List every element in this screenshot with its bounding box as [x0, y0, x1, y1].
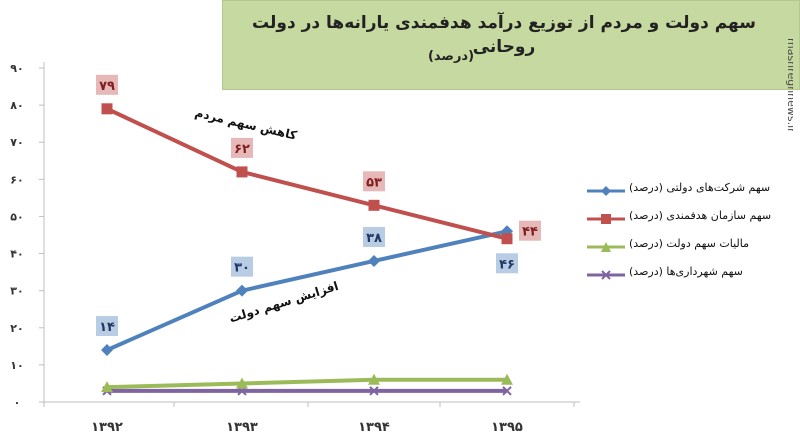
y-tick-label: ۰ [14, 396, 21, 409]
data-label: ۵۳ [366, 175, 382, 190]
data-point [236, 377, 248, 389]
y-tick-label: ۴۰ [10, 248, 23, 261]
series-line [106, 107, 508, 241]
legend-swatch [587, 214, 625, 224]
data-point [236, 284, 248, 297]
data-label-box [519, 220, 541, 241]
data-point [101, 344, 113, 357]
series-line [106, 229, 508, 352]
data-label-box [231, 137, 253, 158]
series-line [106, 377, 507, 390]
data-point [368, 199, 380, 211]
data-label-box [96, 316, 118, 337]
legend-item: سهم شرکت‌های دولتی (درصد) [585, 178, 785, 206]
data-label: ۳۸ [366, 231, 382, 246]
data-point [236, 166, 248, 178]
legend-item: مالیات سهم دولت (درصد) [585, 234, 785, 262]
legend-label: سهم سازمان هدفمندی (درصد) [629, 209, 772, 222]
legend-swatch [587, 186, 625, 196]
data-label-box [363, 226, 385, 247]
data-point [369, 386, 379, 396]
title-box: سهم دولت و مردم از توزیع درآمد هدفمندی ی… [222, 0, 800, 90]
annotation-text: افزایش سهم دولت [228, 279, 341, 326]
x-tick-label: ۱۳۹۴ [358, 420, 390, 435]
data-label-box [231, 256, 253, 277]
data-label: ۷۹ [99, 79, 115, 94]
data-point [368, 254, 380, 267]
y-tick-label: ۵۰ [10, 210, 23, 223]
chart-subtitle: (درصد) [427, 49, 475, 64]
data-label-box [363, 171, 385, 192]
x-tick-label: ۱۳۹۵ [491, 420, 523, 435]
data-point [501, 233, 513, 245]
data-label-box [496, 253, 518, 274]
y-tick-label: ۲۰ [10, 322, 23, 335]
data-label: ۴۴ [522, 225, 538, 240]
data-label: ۱۴ [99, 320, 115, 335]
data-label-box [96, 74, 118, 95]
legend-swatch [587, 242, 625, 252]
legend-item: سهم سازمان هدفمندی (درصد) [585, 206, 785, 234]
chart-title: سهم دولت و مردم از توزیع درآمد هدفمندی ی… [252, 13, 756, 57]
data-point [101, 381, 113, 393]
annotation-text: کاهش سهم مردم [193, 106, 298, 144]
y-tick-label: ۸۰ [10, 99, 23, 112]
data-point [502, 386, 512, 396]
legend-label: سهم شرکت‌های دولتی (درصد) [629, 181, 771, 194]
y-tick-label: ۶۰ [10, 173, 23, 186]
y-tick-label: ۷۰ [10, 136, 23, 149]
legend-label: مالیات سهم دولت (درصد) [629, 237, 749, 250]
data-label: ۴۶ [499, 257, 515, 272]
legend-item: سهم شهرداری‌ها (درصد) [585, 262, 785, 290]
y-tick-label: ۱۰ [10, 359, 23, 372]
legend-label: سهم شهرداری‌ها (درصد) [629, 265, 743, 278]
data-point [501, 373, 513, 385]
watermark-text: mashreghnews.ir [785, 38, 793, 133]
watermark: mashreghnews.ir [785, 38, 793, 133]
x-tick-label: ۱۳۹۳ [226, 420, 258, 435]
x-tick-label: ۱۳۹۲ [91, 420, 123, 435]
y-tick-label: ۹۰ [10, 62, 23, 75]
legend: سهم شرکت‌های دولتی (درصد) سهم سازمان هدف… [585, 178, 785, 290]
data-label: ۳۰ [234, 261, 250, 276]
y-tick-label: ۳۰ [10, 285, 23, 298]
legend-swatch [587, 270, 625, 280]
data-label: ۶۲ [234, 142, 250, 157]
data-point [101, 103, 113, 115]
data-point [368, 373, 380, 385]
